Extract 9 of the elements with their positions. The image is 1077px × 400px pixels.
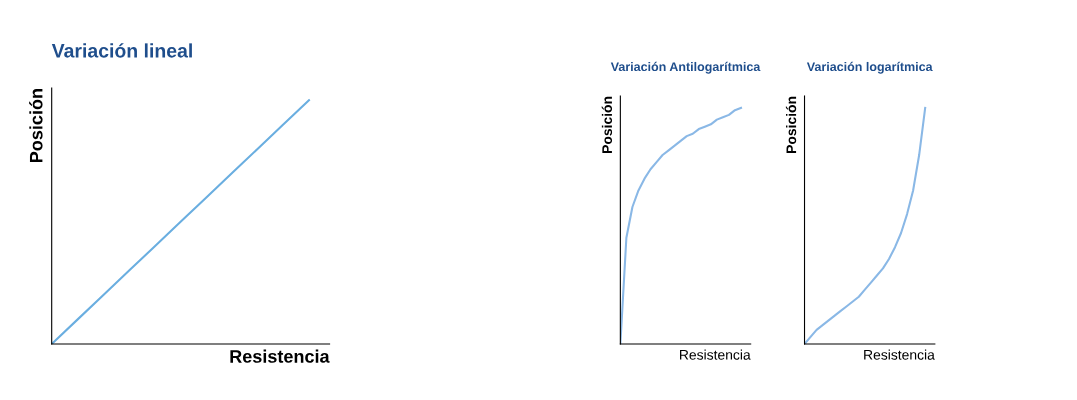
y-axis-title: Posición: [29, 89, 43, 163]
y-axis-title: Posición: [601, 96, 613, 153]
chart-title: Variación Antilogarítmica: [610, 61, 761, 74]
x-axis-title: Resistencia: [864, 349, 935, 360]
y-axis-title: Posición: [785, 96, 797, 153]
chart-title: Variación lineal: [51, 43, 192, 58]
x-axis-title: Resistencia: [230, 349, 330, 363]
chart-title: Variación logarítmica: [806, 61, 933, 74]
x-axis-title: Resistencia: [680, 349, 751, 360]
